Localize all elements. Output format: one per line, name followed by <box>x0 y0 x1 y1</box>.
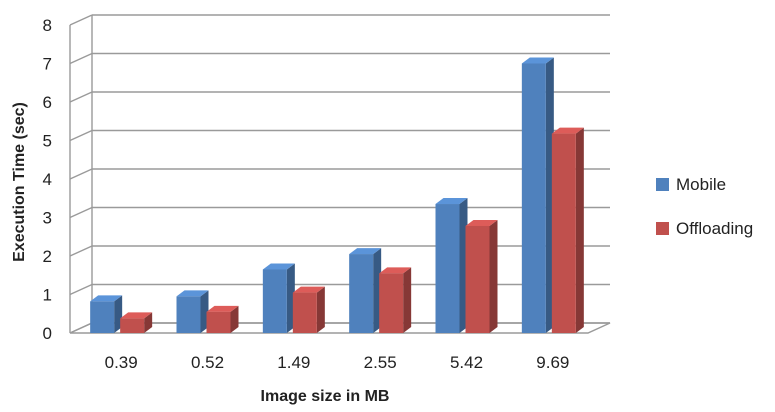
bar-front <box>349 254 374 333</box>
bar-top <box>349 248 382 255</box>
bar-front <box>262 269 287 333</box>
y-tick-label: 0 <box>43 324 52 343</box>
legend-swatch <box>656 178 669 191</box>
bar-front <box>120 318 145 333</box>
bar-top <box>120 312 153 319</box>
legend-label: Offloading <box>676 219 753 238</box>
bar-front <box>206 311 231 333</box>
bar-top <box>292 286 325 293</box>
bar-front <box>521 63 546 333</box>
gridline-depth <box>69 52 93 65</box>
bar-front <box>435 204 460 333</box>
y-tick-label: 1 <box>43 286 52 305</box>
bar-top <box>435 198 468 205</box>
bar-offloading-1.49 <box>292 286 325 333</box>
bar-side <box>144 312 153 333</box>
bars <box>90 57 584 333</box>
bar-side <box>403 267 412 333</box>
bar-top <box>465 219 498 226</box>
bar-offloading-9.69 <box>551 127 584 333</box>
bar-front <box>176 296 201 333</box>
bar-top <box>176 290 209 297</box>
bar-mobile-1.49 <box>262 263 295 333</box>
x-tick-label: 5.42 <box>450 353 483 372</box>
x-tick-label: 0.52 <box>191 353 224 372</box>
y-tick-label: 7 <box>43 55 52 74</box>
bar-front <box>551 133 576 333</box>
y-tick-label: 2 <box>43 247 52 266</box>
bar-mobile-9.69 <box>521 57 554 333</box>
legend-swatch <box>656 222 669 235</box>
bar-mobile-2.55 <box>349 248 382 333</box>
bar-mobile-0.52 <box>176 290 209 333</box>
gridline-depth <box>69 245 93 257</box>
bar-mobile-0.39 <box>90 295 123 333</box>
bar-offloading-5.42 <box>465 219 498 333</box>
bar-side <box>575 127 584 333</box>
bar-top <box>262 263 295 270</box>
bar-front <box>465 225 490 333</box>
x-tick-label: 1.49 <box>277 353 310 372</box>
y-tick-labels: 0 1 2 3 4 5 6 7 8 <box>43 16 52 343</box>
x-tick-label: 2.55 <box>364 353 397 372</box>
x-tick-label: 9.69 <box>536 353 569 372</box>
bar-top <box>206 305 239 312</box>
gridline-depth <box>69 283 93 296</box>
y-tick-label: 6 <box>43 93 52 112</box>
gridline-depth <box>69 206 93 219</box>
y-axis-title: Execution Time (sec) <box>11 102 28 262</box>
bar-side <box>316 286 325 333</box>
bar-offloading-0.52 <box>206 305 239 333</box>
legend: Mobile Offloading <box>656 175 753 238</box>
gridline-depth <box>69 14 93 26</box>
bar-top <box>521 57 554 64</box>
bar-offloading-2.55 <box>379 267 412 333</box>
bar-front <box>292 292 317 333</box>
y-tick-label: 4 <box>43 170 52 189</box>
bar-top <box>379 267 412 274</box>
x-tick-labels: 0.39 0.52 1.49 2.55 5.42 9.69 <box>105 353 570 372</box>
bar-top <box>551 127 584 134</box>
bar-side <box>489 219 498 333</box>
y-tick-label: 5 <box>43 132 52 151</box>
bar-side <box>230 305 239 333</box>
bar-top <box>90 295 123 302</box>
bar-offloading-0.39 <box>120 312 153 333</box>
bar-mobile-5.42 <box>435 198 468 333</box>
bar-front <box>379 273 404 333</box>
gridline-depth <box>69 129 93 142</box>
x-axis-title: Image size in MB <box>261 388 390 405</box>
floor <box>69 322 611 334</box>
legend-label: Mobile <box>676 175 726 194</box>
gridline-depth <box>69 168 93 180</box>
bar-front <box>90 301 115 333</box>
gridline-depth <box>69 91 93 103</box>
x-tick-label: 0.39 <box>105 353 138 372</box>
y-tick-label: 8 <box>43 16 52 35</box>
y-tick-label: 3 <box>43 209 52 228</box>
